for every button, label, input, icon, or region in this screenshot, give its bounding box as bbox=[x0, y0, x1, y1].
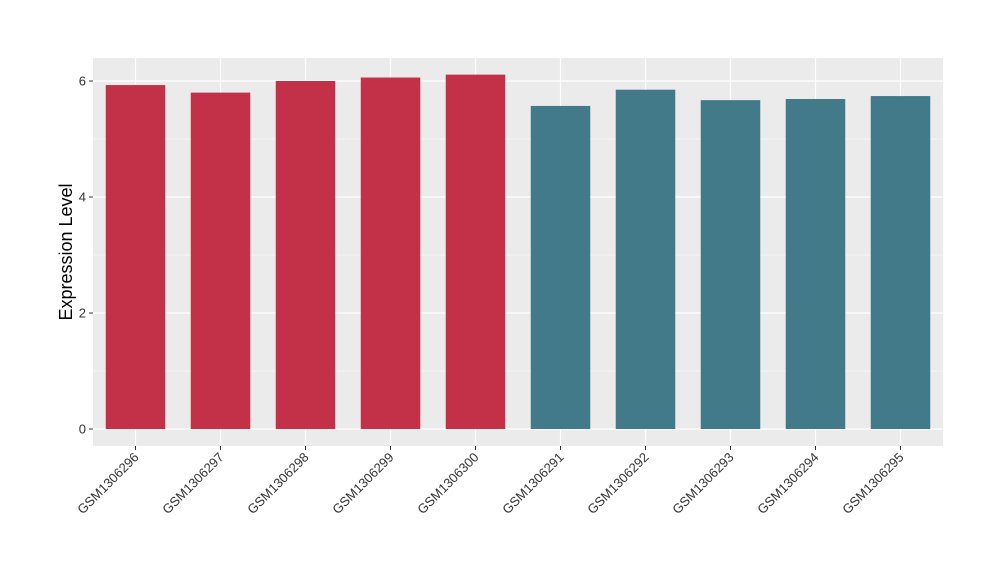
x-tick-label: GSM1306294 bbox=[754, 450, 821, 517]
bar-GSM1306297 bbox=[190, 92, 251, 429]
x-tick-label: GSM1306299 bbox=[329, 450, 396, 517]
y-tick-label: 4 bbox=[79, 190, 86, 205]
x-tick-label: GSM1306296 bbox=[74, 450, 141, 517]
y-tick-label: 6 bbox=[79, 74, 86, 89]
x-tick-label: GSM1306291 bbox=[499, 450, 566, 517]
y-axis-title: Expression Level bbox=[56, 183, 76, 320]
bar-GSM1306299 bbox=[360, 77, 421, 430]
x-tick-label: GSM1306293 bbox=[669, 450, 736, 517]
x-tick-label: GSM1306297 bbox=[159, 450, 226, 517]
y-tick-label: 0 bbox=[79, 422, 86, 437]
bar-GSM1306300 bbox=[445, 74, 506, 430]
bar-GSM1306293 bbox=[700, 100, 761, 429]
x-tick-label: GSM1306298 bbox=[244, 450, 311, 517]
bars bbox=[105, 74, 931, 430]
x-tick-label: GSM1306300 bbox=[414, 450, 481, 517]
bar-GSM1306294 bbox=[785, 98, 846, 429]
y-tick-label: 2 bbox=[79, 306, 86, 321]
x-tick-label: GSM1306295 bbox=[839, 450, 906, 517]
bar-GSM1306291 bbox=[530, 105, 591, 429]
bar-GSM1306295 bbox=[870, 96, 931, 429]
bar-GSM1306298 bbox=[275, 81, 336, 429]
x-tick-label: GSM1306292 bbox=[584, 450, 651, 517]
bar-GSM1306296 bbox=[105, 85, 166, 429]
bar-GSM1306292 bbox=[615, 89, 676, 429]
x-axis: GSM1306296 GSM1306297 GSM1306298 GSM1306299… bbox=[74, 446, 907, 517]
y-axis: 0 2 4 6 bbox=[79, 74, 93, 437]
